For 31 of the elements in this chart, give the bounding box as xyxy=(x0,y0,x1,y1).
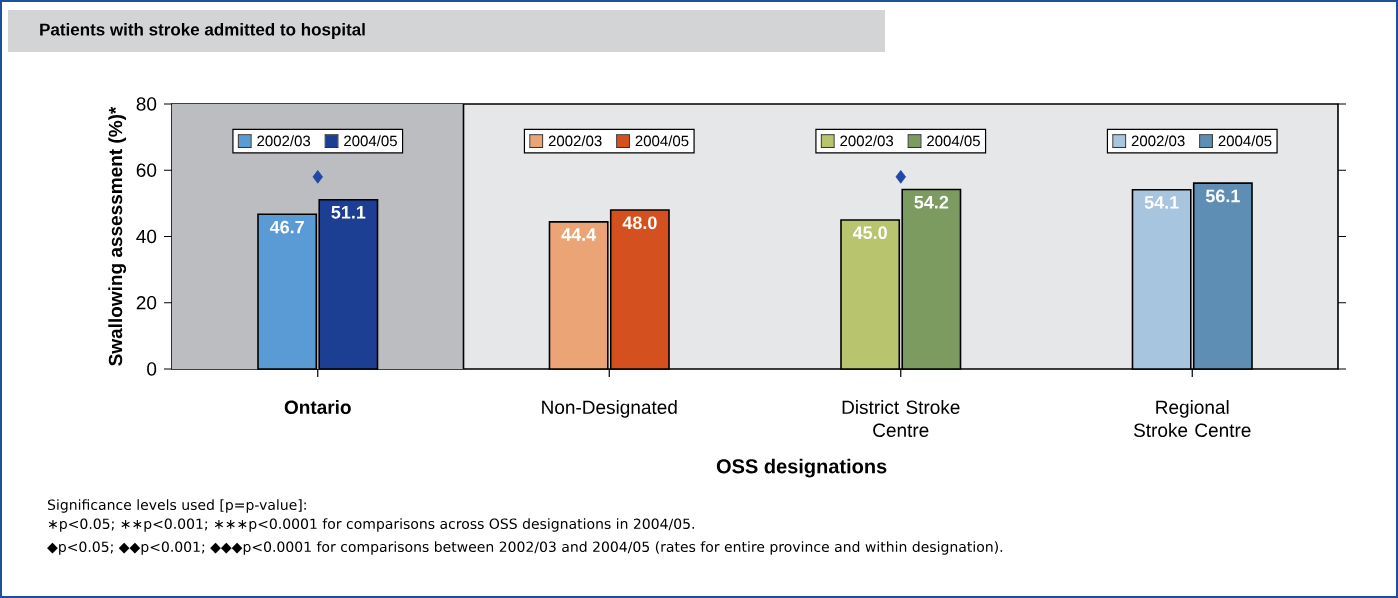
y-axis-title: Swallowing assessment (%)* xyxy=(108,106,127,366)
text: 2002/03 xyxy=(1131,135,1185,147)
text: 2004/05 xyxy=(635,135,689,147)
text: Significance levels used [p=p-value]: xyxy=(47,499,306,513)
text: 2002/03 xyxy=(548,135,602,147)
text: 2004/05 xyxy=(927,135,980,147)
data-label: 54.2 xyxy=(914,195,949,209)
data-label: 48.0 xyxy=(622,216,657,230)
x-axis-title: OSS designations xyxy=(716,458,887,478)
data-label: 54.1 xyxy=(1144,196,1179,209)
text: 2002/03 xyxy=(840,135,894,147)
data-label: 44.4 xyxy=(561,228,597,241)
x-tick-label: Ontario xyxy=(284,400,351,415)
data-label: 45.0 xyxy=(852,226,887,240)
text: ◆p<0.05; ◆◆p<0.001; ◆◆◆p<0.0001 for comparisons between 2002/03 and 2004/05 (rates for entire province and within designation). xyxy=(47,541,1003,555)
data-label: 51.1 xyxy=(331,206,366,219)
data-label: 56.1 xyxy=(1205,189,1240,203)
y-tick-label: 0 xyxy=(147,362,157,376)
y-tick-label: 80 xyxy=(136,97,157,111)
x-tick-label: Non-Designated xyxy=(542,400,677,418)
chart-title: Patients with stroke admitted to hospital xyxy=(40,23,365,39)
text: 2004/05 xyxy=(1218,135,1272,147)
text: ∗p<0.05; ∗∗p<0.001; ∗∗∗p<0.0001 for comparisons across OSS designations in 2004/05. xyxy=(48,518,694,532)
x-tick-label: Regional Stroke Centre xyxy=(1133,400,1251,438)
y-tick-label: 20 xyxy=(136,296,157,310)
y-tick-label: 40 xyxy=(136,229,157,244)
legend-label: 2002/03 xyxy=(257,135,311,147)
data-label: 46.7 xyxy=(269,220,304,234)
x-tick-label: District Stroke Centre xyxy=(842,400,960,438)
y-tick-label: 60 xyxy=(136,163,157,177)
legend-label: 2004/05 xyxy=(344,135,397,147)
